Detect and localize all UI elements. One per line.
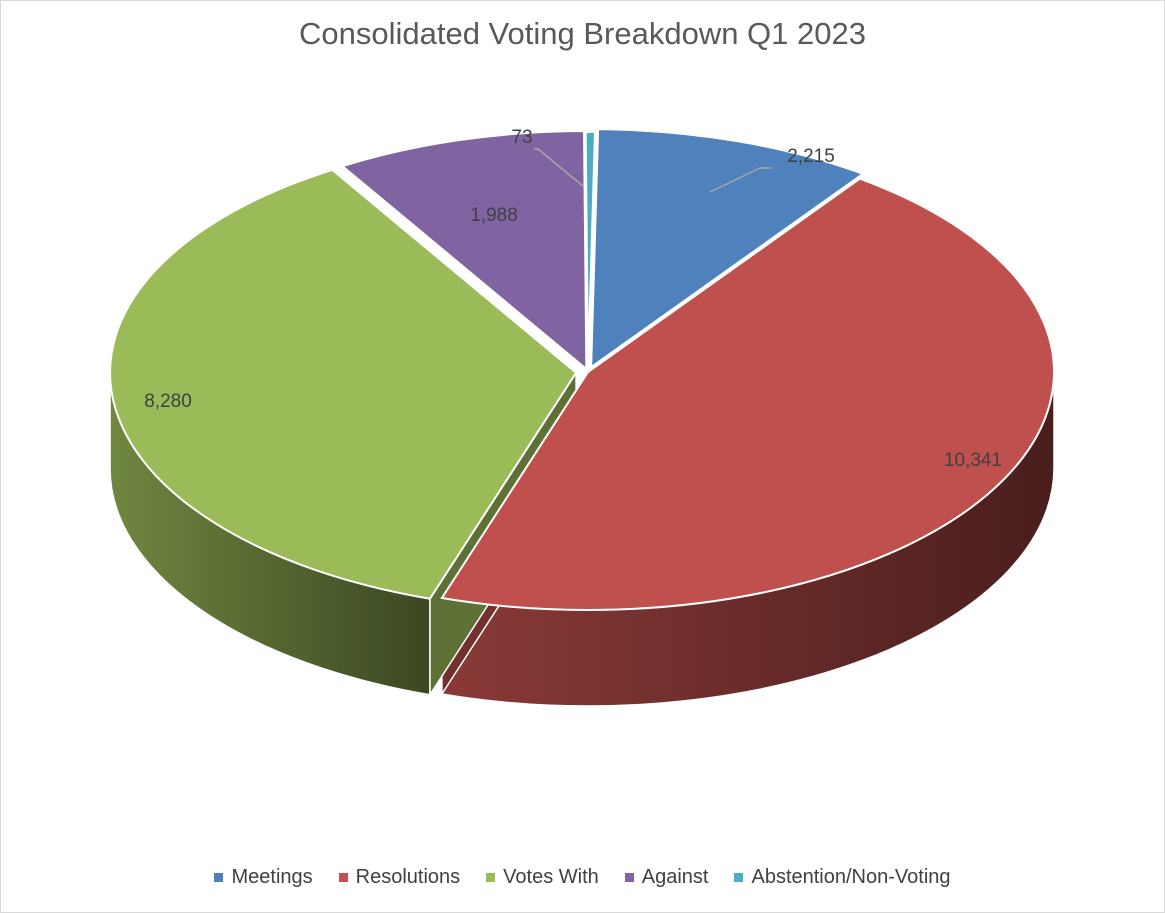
data-label-abstention-non-voting: 73 <box>511 127 532 148</box>
data-label-resolutions: 10,341 <box>944 450 1002 471</box>
legend-swatch <box>486 873 496 882</box>
legend-label: Against <box>641 866 709 888</box>
slice-abstention-non-voting <box>584 130 597 370</box>
slice-meetings <box>590 128 866 370</box>
legend-label: Meetings <box>231 866 313 888</box>
legend-swatch <box>734 873 744 882</box>
legend-item-against: Against <box>624 866 709 889</box>
data-label-against: 1,988 <box>470 205 518 226</box>
data-label-meetings: 2,215 <box>787 146 835 167</box>
legend-label: Votes With <box>503 866 599 888</box>
legend-swatch <box>624 873 634 882</box>
legend-label: Abstention/Non-Voting <box>751 866 951 888</box>
legend-item-meetings: Meetings <box>214 866 313 889</box>
chart-title: Consolidated Voting Breakdown Q1 2023 <box>298 16 866 51</box>
leader-line <box>709 167 772 193</box>
data-label-votes-with: 8,280 <box>144 391 192 412</box>
legend-item-abstention-non-voting: Abstention/Non-Voting <box>734 866 951 889</box>
slice-resolutions <box>440 177 1055 611</box>
slice-votes-with <box>109 168 578 600</box>
slice-against <box>340 130 588 372</box>
leader-line <box>534 148 584 187</box>
legend: Meetings Resolutions Votes With Against Abst… <box>0 866 1165 889</box>
legend-item-votes-with: Votes With <box>486 866 599 889</box>
legend-swatch <box>338 873 348 882</box>
legend-label: Resolutions <box>355 866 461 888</box>
legend-item-resolutions: Resolutions <box>338 866 461 889</box>
legend-swatch <box>214 873 224 882</box>
